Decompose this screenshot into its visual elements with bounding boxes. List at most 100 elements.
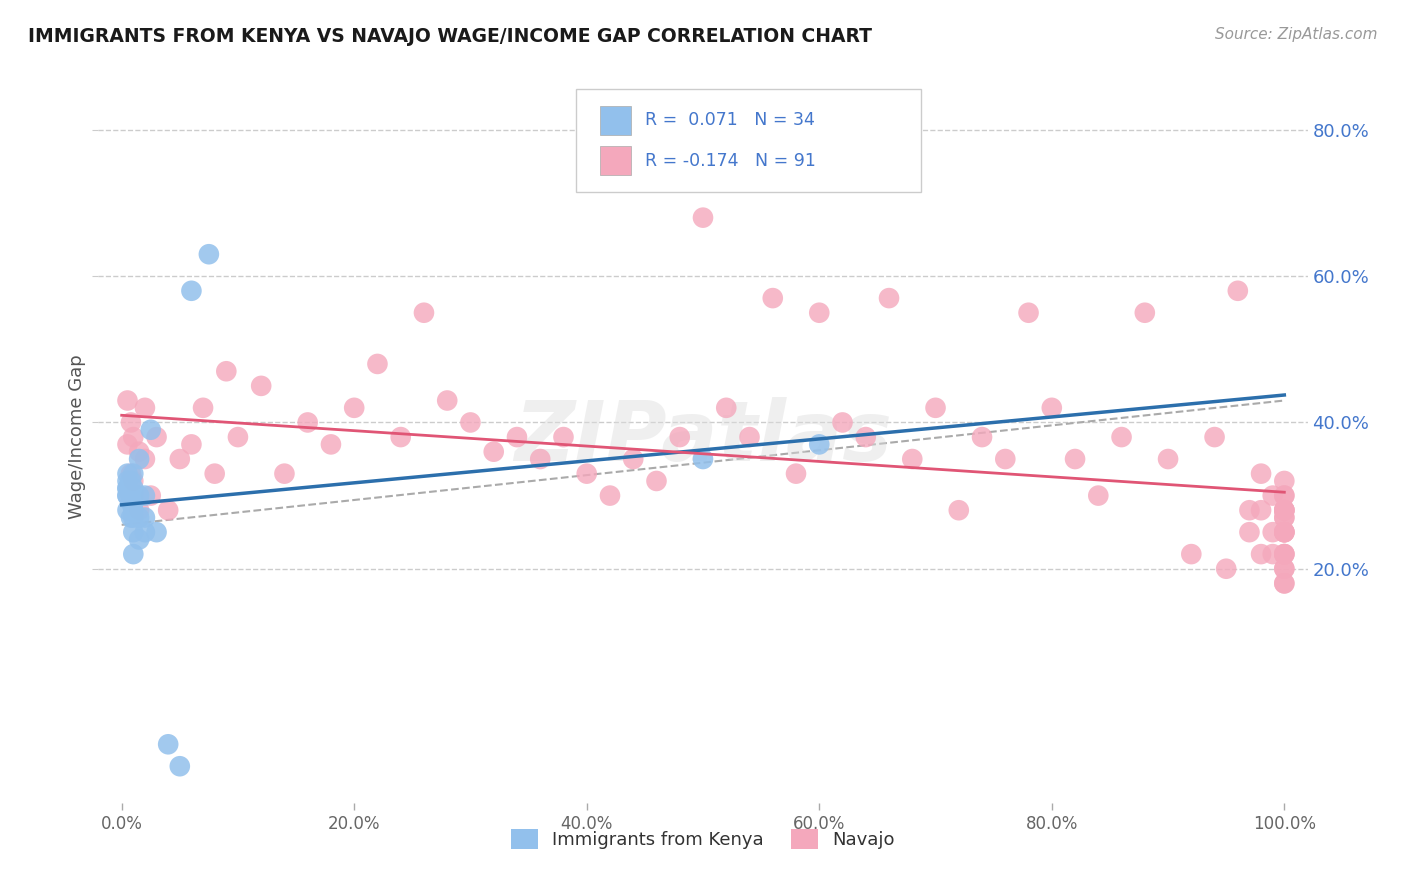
Point bbox=[128, 444, 150, 458]
Point bbox=[1272, 474, 1295, 488]
Point bbox=[808, 306, 831, 320]
Point bbox=[122, 489, 145, 503]
Point bbox=[1272, 503, 1295, 517]
Point bbox=[120, 510, 142, 524]
Point bbox=[1272, 525, 1295, 540]
Point bbox=[1272, 547, 1295, 561]
Point bbox=[1272, 562, 1295, 576]
Point bbox=[692, 211, 714, 225]
Point bbox=[1272, 503, 1295, 517]
Point bbox=[436, 393, 458, 408]
Point bbox=[250, 379, 273, 393]
Point bbox=[1272, 576, 1295, 591]
Point bbox=[145, 430, 167, 444]
Point bbox=[1250, 547, 1272, 561]
Point bbox=[1215, 562, 1237, 576]
Point bbox=[738, 430, 761, 444]
Point bbox=[297, 416, 319, 430]
Point bbox=[1272, 503, 1295, 517]
Point bbox=[1272, 489, 1295, 503]
Point bbox=[1204, 430, 1226, 444]
Point bbox=[122, 547, 145, 561]
Point bbox=[134, 510, 156, 524]
Point bbox=[117, 503, 139, 517]
Point bbox=[645, 474, 668, 488]
Point bbox=[389, 430, 412, 444]
Point bbox=[204, 467, 226, 481]
Point bbox=[1272, 547, 1295, 561]
Point bbox=[122, 503, 145, 517]
Point bbox=[529, 452, 551, 467]
Point bbox=[948, 503, 970, 517]
Text: ZIPatlas: ZIPatlas bbox=[515, 397, 891, 477]
Point bbox=[117, 474, 139, 488]
Point bbox=[157, 503, 180, 517]
Point bbox=[117, 481, 139, 495]
Point bbox=[1239, 525, 1261, 540]
Point bbox=[120, 416, 142, 430]
Point bbox=[599, 489, 621, 503]
Point bbox=[1239, 503, 1261, 517]
Text: IMMIGRANTS FROM KENYA VS NAVAJO WAGE/INCOME GAP CORRELATION CHART: IMMIGRANTS FROM KENYA VS NAVAJO WAGE/INC… bbox=[28, 27, 872, 45]
Point bbox=[128, 533, 150, 547]
Point bbox=[855, 430, 877, 444]
Point bbox=[1250, 467, 1272, 481]
Point bbox=[366, 357, 388, 371]
Point bbox=[460, 416, 482, 430]
Point bbox=[215, 364, 238, 378]
Point bbox=[1272, 525, 1295, 540]
Point bbox=[1261, 489, 1284, 503]
Point bbox=[1261, 525, 1284, 540]
Point bbox=[117, 481, 139, 495]
Point bbox=[122, 467, 145, 481]
Point bbox=[1272, 547, 1295, 561]
Point bbox=[134, 401, 156, 415]
Point bbox=[343, 401, 366, 415]
Point bbox=[117, 489, 139, 503]
Point bbox=[1111, 430, 1133, 444]
Point bbox=[1272, 576, 1295, 591]
Point bbox=[180, 284, 202, 298]
Point bbox=[808, 437, 831, 451]
Point bbox=[122, 496, 145, 510]
Point bbox=[575, 467, 598, 481]
Point bbox=[117, 489, 139, 503]
Point bbox=[120, 474, 142, 488]
Point bbox=[482, 444, 505, 458]
Point bbox=[1272, 525, 1295, 540]
Point bbox=[924, 401, 946, 415]
Point bbox=[191, 401, 214, 415]
Point bbox=[319, 437, 342, 451]
Point bbox=[1272, 489, 1295, 503]
Text: R = -0.174   N = 91: R = -0.174 N = 91 bbox=[645, 152, 817, 169]
Point bbox=[128, 489, 150, 503]
Point bbox=[1272, 510, 1295, 524]
Point bbox=[831, 416, 853, 430]
Point bbox=[169, 759, 191, 773]
Point bbox=[553, 430, 575, 444]
Point bbox=[1133, 306, 1156, 320]
Legend: Immigrants from Kenya, Navajo: Immigrants from Kenya, Navajo bbox=[503, 822, 903, 856]
Point bbox=[134, 525, 156, 540]
Point bbox=[1226, 284, 1249, 298]
Point bbox=[117, 467, 139, 481]
Point bbox=[122, 481, 145, 495]
Point bbox=[122, 525, 145, 540]
Point bbox=[1261, 547, 1284, 561]
Point bbox=[1064, 452, 1087, 467]
Point bbox=[128, 510, 150, 524]
Point bbox=[226, 430, 249, 444]
Point bbox=[1018, 306, 1040, 320]
Point bbox=[120, 489, 142, 503]
Point bbox=[1180, 547, 1202, 561]
Text: R =  0.071   N = 34: R = 0.071 N = 34 bbox=[645, 112, 815, 129]
Point bbox=[901, 452, 924, 467]
Point bbox=[134, 489, 156, 503]
Point bbox=[1087, 489, 1109, 503]
Point bbox=[762, 291, 785, 305]
Point bbox=[120, 496, 142, 510]
Point bbox=[128, 452, 150, 467]
Point bbox=[198, 247, 221, 261]
Point bbox=[716, 401, 738, 415]
Point bbox=[157, 737, 180, 751]
